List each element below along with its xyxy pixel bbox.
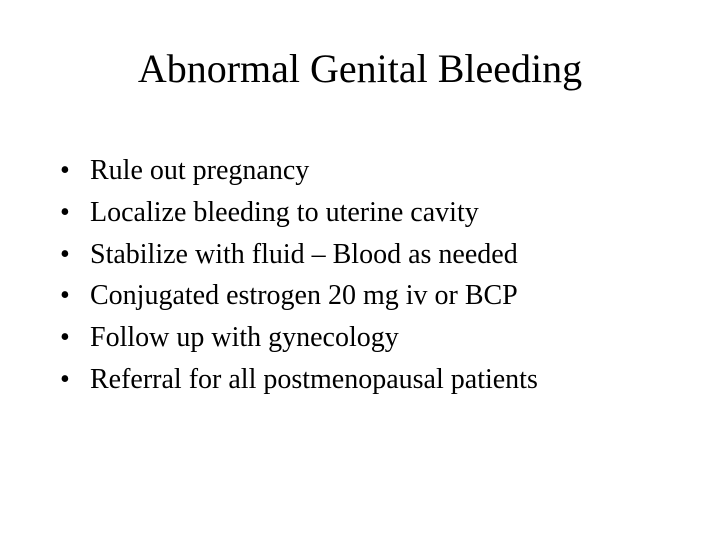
slide: Abnormal Genital Bleeding • Rule out pre… (0, 0, 720, 540)
bullet-icon: • (60, 277, 90, 315)
bullet-icon: • (60, 236, 90, 274)
list-item: • Stabilize with fluid – Blood as needed (60, 236, 660, 274)
bullet-text: Rule out pregnancy (90, 152, 660, 190)
bullet-icon: • (60, 194, 90, 232)
bullet-text: Referral for all postmenopausal patients (90, 361, 660, 399)
bullet-text: Localize bleeding to uterine cavity (90, 194, 660, 232)
bullet-text: Follow up with gynecology (90, 319, 660, 357)
slide-body: • Rule out pregnancy • Localize bleeding… (0, 102, 720, 399)
list-item: • Localize bleeding to uterine cavity (60, 194, 660, 232)
slide-title: Abnormal Genital Bleeding (0, 0, 720, 102)
bullet-text: Conjugated estrogen 20 mg iv or BCP (90, 277, 660, 315)
list-item: • Follow up with gynecology (60, 319, 660, 357)
bullet-icon: • (60, 319, 90, 357)
bullet-text: Stabilize with fluid – Blood as needed (90, 236, 660, 274)
bullet-icon: • (60, 152, 90, 190)
list-item: • Conjugated estrogen 20 mg iv or BCP (60, 277, 660, 315)
list-item: • Rule out pregnancy (60, 152, 660, 190)
bullet-icon: • (60, 361, 90, 399)
list-item: • Referral for all postmenopausal patien… (60, 361, 660, 399)
